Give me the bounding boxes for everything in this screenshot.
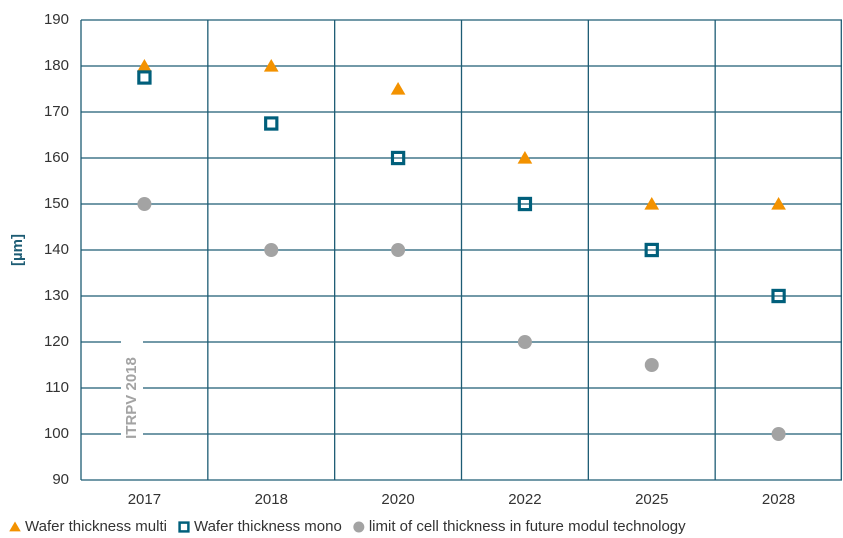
y-tick-label: 140 (44, 241, 69, 258)
y-tick-label: 160 (44, 149, 69, 166)
square-marker (137, 70, 152, 85)
x-tick-label: 2022 (508, 491, 541, 508)
y-tick-label: 100 (44, 425, 69, 442)
legend-label: Wafer thickness mono (194, 518, 342, 535)
y-tick-label: 180 (44, 57, 69, 74)
y-axis-label: [µm] (9, 234, 26, 266)
triangle-marker (644, 197, 660, 210)
annotation: ITRPV 2018 (123, 357, 140, 439)
circle-marker (517, 335, 532, 349)
triangle-marker (771, 197, 786, 210)
legend-marker (353, 521, 365, 533)
circle-marker (264, 243, 279, 257)
y-tick-label: 150 (44, 195, 69, 212)
legend-marker (9, 521, 21, 532)
y-tick-label: 190 (44, 11, 69, 28)
square-marker (264, 116, 279, 131)
annotation-bg (121, 340, 143, 456)
y-tick-label: 170 (44, 103, 69, 120)
x-tick-label: 2017 (128, 491, 161, 508)
legend-marker (178, 521, 190, 533)
triangle-marker (390, 82, 406, 95)
x-tick-label: 2025 (635, 491, 668, 508)
square-marker (771, 288, 786, 304)
x-tick-label: 2018 (255, 491, 288, 508)
legend-label: Wafer thickness multi (25, 518, 167, 535)
x-tick-label: 2020 (381, 491, 414, 508)
circle-marker (771, 427, 786, 441)
y-tick-label: 120 (44, 333, 69, 350)
y-tick-label: 90 (52, 471, 69, 488)
circle-marker (391, 243, 406, 257)
triangle-marker (517, 151, 533, 164)
circle-marker (644, 358, 659, 372)
square-marker (390, 150, 406, 166)
legend-label: limit of cell thickness in future modul … (369, 518, 686, 535)
square-marker (517, 196, 533, 212)
x-tick-label: 2028 (762, 491, 795, 508)
y-tick-label: 130 (44, 287, 69, 304)
triangle-marker (263, 59, 279, 72)
y-tick-label: 110 (45, 379, 69, 396)
circle-marker (137, 197, 152, 211)
triangle-marker (137, 59, 152, 72)
square-marker (644, 242, 659, 258)
